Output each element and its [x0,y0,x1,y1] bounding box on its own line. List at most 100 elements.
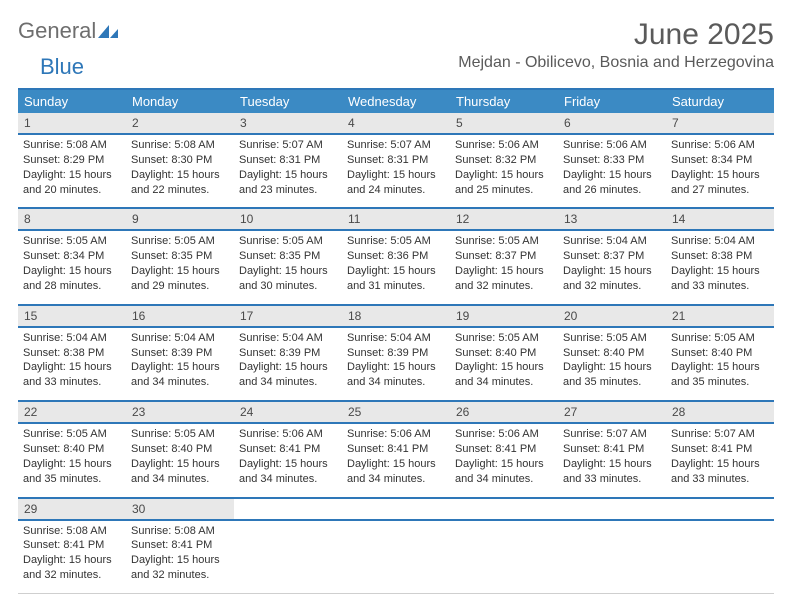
daylight-text-2: and 26 minutes. [563,183,661,198]
day-number: 7 [666,113,774,133]
sunrise-text: Sunrise: 5:07 AM [347,138,445,153]
empty-cell [234,521,342,593]
sunset-text: Sunset: 8:41 PM [671,442,769,457]
sunrise-text: Sunrise: 5:07 AM [563,427,661,442]
day-cell: Sunrise: 5:05 AMSunset: 8:36 PMDaylight:… [342,231,450,303]
day-cell: Sunrise: 5:07 AMSunset: 8:41 PMDaylight:… [558,424,666,496]
daylight-text-2: and 35 minutes. [563,375,661,390]
daylight-text-2: and 34 minutes. [347,472,445,487]
day-number: 20 [558,306,666,326]
day-number: 1 [18,113,126,133]
sunset-text: Sunset: 8:40 PM [671,346,769,361]
daylight-text-2: and 33 minutes. [671,472,769,487]
day-number: 13 [558,209,666,229]
day-number: 4 [342,113,450,133]
sunrise-text: Sunrise: 5:05 AM [239,234,337,249]
sunset-text: Sunset: 8:41 PM [23,538,121,553]
sunrise-text: Sunrise: 5:05 AM [455,234,553,249]
empty-cell [450,521,558,593]
day-number: 8 [18,209,126,229]
empty-cell [666,521,774,593]
day-number: 10 [234,209,342,229]
daylight-text-1: Daylight: 15 hours [455,264,553,279]
empty-daynum [666,499,774,519]
day-number: 19 [450,306,558,326]
day-cell: Sunrise: 5:05 AMSunset: 8:34 PMDaylight:… [18,231,126,303]
day-number: 28 [666,402,774,422]
day-number: 26 [450,402,558,422]
sunrise-text: Sunrise: 5:08 AM [23,138,121,153]
empty-daynum [450,499,558,519]
logo-triangle-icon [98,22,118,43]
sunrise-text: Sunrise: 5:05 AM [23,234,121,249]
daylight-text-2: and 31 minutes. [347,279,445,294]
day-number: 23 [126,402,234,422]
day-number: 6 [558,113,666,133]
day-cell: Sunrise: 5:05 AMSunset: 8:40 PMDaylight:… [126,424,234,496]
day-data-row: Sunrise: 5:04 AMSunset: 8:38 PMDaylight:… [18,328,774,402]
daylight-text-1: Daylight: 15 hours [239,168,337,183]
day-data-row: Sunrise: 5:08 AMSunset: 8:41 PMDaylight:… [18,521,774,594]
day-number: 21 [666,306,774,326]
day-number-row: 1234567 [18,113,774,135]
daylight-text-2: and 29 minutes. [131,279,229,294]
daylight-text-1: Daylight: 15 hours [455,168,553,183]
daylight-text-2: and 32 minutes. [455,279,553,294]
daylight-text-1: Daylight: 15 hours [671,360,769,375]
daylight-text-2: and 30 minutes. [239,279,337,294]
day-cell: Sunrise: 5:08 AMSunset: 8:41 PMDaylight:… [126,521,234,593]
daylight-text-2: and 32 minutes. [131,568,229,583]
daylight-text-1: Daylight: 15 hours [131,264,229,279]
logo-text-blue: Blue [40,54,84,80]
sunset-text: Sunset: 8:34 PM [671,153,769,168]
sunset-text: Sunset: 8:29 PM [23,153,121,168]
sunset-text: Sunset: 8:40 PM [131,442,229,457]
sunrise-text: Sunrise: 5:05 AM [23,427,121,442]
sunrise-text: Sunrise: 5:04 AM [23,331,121,346]
weekday-header: Monday [126,90,234,113]
day-cell: Sunrise: 5:07 AMSunset: 8:41 PMDaylight:… [666,424,774,496]
sunrise-text: Sunrise: 5:04 AM [239,331,337,346]
day-number: 30 [126,499,234,519]
sunrise-text: Sunrise: 5:04 AM [347,331,445,346]
sunset-text: Sunset: 8:31 PM [239,153,337,168]
sunset-text: Sunset: 8:41 PM [239,442,337,457]
daylight-text-1: Daylight: 15 hours [455,457,553,472]
sunset-text: Sunset: 8:41 PM [347,442,445,457]
day-cell: Sunrise: 5:08 AMSunset: 8:41 PMDaylight:… [18,521,126,593]
day-number-row: 15161718192021 [18,306,774,328]
daylight-text-1: Daylight: 15 hours [131,457,229,472]
daylight-text-2: and 35 minutes. [671,375,769,390]
day-number: 9 [126,209,234,229]
sunset-text: Sunset: 8:36 PM [347,249,445,264]
empty-cell [342,521,450,593]
daylight-text-1: Daylight: 15 hours [131,360,229,375]
daylight-text-2: and 34 minutes. [455,472,553,487]
daylight-text-2: and 33 minutes. [671,279,769,294]
daylight-text-2: and 33 minutes. [563,472,661,487]
day-cell: Sunrise: 5:05 AMSunset: 8:40 PMDaylight:… [558,328,666,400]
sunset-text: Sunset: 8:39 PM [239,346,337,361]
day-cell: Sunrise: 5:05 AMSunset: 8:40 PMDaylight:… [450,328,558,400]
logo: General [18,18,120,44]
daylight-text-1: Daylight: 15 hours [131,168,229,183]
sunset-text: Sunset: 8:41 PM [131,538,229,553]
daylight-text-1: Daylight: 15 hours [347,457,445,472]
sunset-text: Sunset: 8:37 PM [455,249,553,264]
sunrise-text: Sunrise: 5:08 AM [131,138,229,153]
weekday-header: Saturday [666,90,774,113]
day-cell: Sunrise: 5:07 AMSunset: 8:31 PMDaylight:… [234,135,342,207]
day-cell: Sunrise: 5:04 AMSunset: 8:39 PMDaylight:… [126,328,234,400]
daylight-text-2: and 32 minutes. [23,568,121,583]
daylight-text-2: and 27 minutes. [671,183,769,198]
day-cell: Sunrise: 5:05 AMSunset: 8:40 PMDaylight:… [666,328,774,400]
sunrise-text: Sunrise: 5:06 AM [347,427,445,442]
sunset-text: Sunset: 8:39 PM [131,346,229,361]
location-subtitle: Mejdan - Obilicevo, Bosnia and Herzegovi… [458,54,774,72]
day-number-row: 891011121314 [18,209,774,231]
title-block: June 2025 Mejdan - Obilicevo, Bosnia and… [458,18,774,72]
daylight-text-2: and 28 minutes. [23,279,121,294]
daylight-text-1: Daylight: 15 hours [347,264,445,279]
daylight-text-1: Daylight: 15 hours [455,360,553,375]
sunrise-text: Sunrise: 5:07 AM [239,138,337,153]
